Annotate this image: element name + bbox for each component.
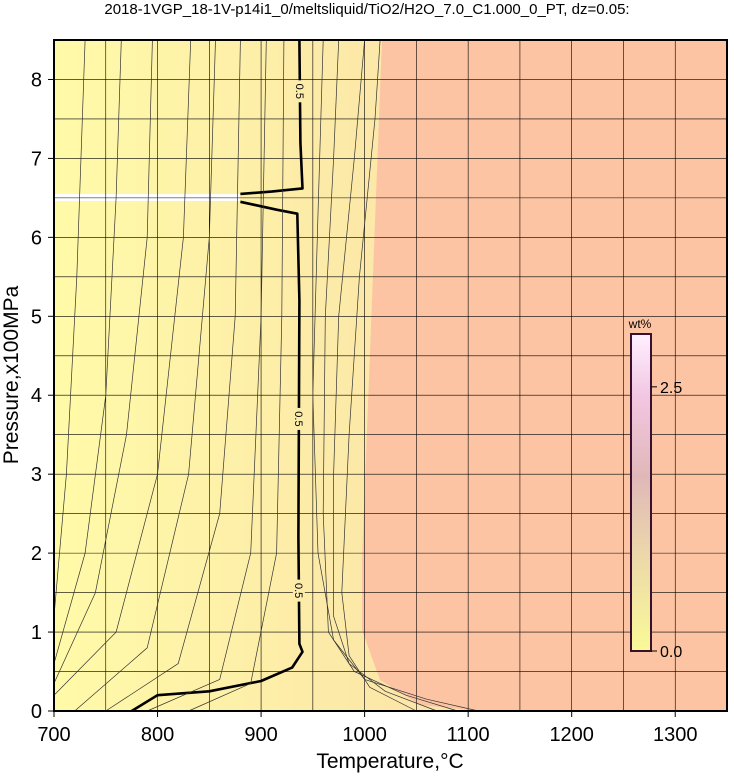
y-tick-label: 5 — [31, 306, 42, 328]
gap-band — [54, 194, 240, 201]
frame — [53, 39, 728, 712]
contour-line — [312, 39, 479, 712]
contour-label: 0.5 — [292, 583, 304, 598]
contour-line — [53, 39, 86, 617]
x-tick-label: 700 — [37, 724, 70, 746]
contour-label-bg — [292, 579, 305, 602]
y-tick-label: 1 — [31, 622, 42, 644]
y-tick-label: 6 — [31, 227, 42, 249]
contour-line — [147, 39, 267, 712]
y-tick-label: 0 — [31, 701, 42, 723]
x-axis-label: Temperature,°C — [316, 750, 463, 773]
contour-label: 0.5 — [292, 411, 304, 426]
contour-line — [188, 39, 285, 712]
contour-line — [341, 39, 417, 712]
colorbar: wt% 0.0 2.5 — [628, 317, 683, 661]
contour-line — [53, 39, 122, 664]
grid — [53, 40, 727, 712]
contours: 0.5 0.5 0.5 — [53, 39, 479, 713]
y-tick-label: 2 — [31, 543, 42, 565]
chart-title: 2018-1VGP_18-1V-p14i1_0/meltsliquid/TiO2… — [104, 1, 629, 18]
colorbar-label: wt% — [628, 317, 652, 331]
ticks: 700 800 900 1000 1100 1200 1300 0 1 2 3 4 5 6 7 8 — [31, 69, 698, 746]
y-tick-label: 4 — [31, 385, 42, 407]
contour-line — [131, 39, 304, 713]
y-tick-label: 7 — [31, 148, 42, 170]
y-tick-label: 8 — [31, 69, 42, 91]
y-tick-label: 3 — [31, 464, 42, 486]
y-axis-label: Pressure,x100MPa — [0, 285, 23, 464]
contour-label-bg — [293, 80, 306, 103]
contour-line — [105, 39, 241, 712]
contour-line — [333, 39, 438, 712]
colorbar-scale — [630, 333, 652, 652]
x-tick-label: 1200 — [549, 724, 594, 746]
contour-line — [53, 39, 192, 696]
x-tick-label: 1300 — [653, 724, 698, 746]
contour-label: 0.5 — [293, 84, 305, 99]
field-low — [54, 40, 480, 711]
contour-line — [53, 39, 153, 684]
contour-line — [322, 39, 458, 712]
colorbar-tick-label: 0.0 — [660, 644, 682, 661]
x-tick-label: 800 — [141, 724, 174, 746]
x-tick-label: 900 — [244, 724, 277, 746]
x-tick-label: 1100 — [447, 724, 490, 746]
contour-line — [74, 39, 216, 712]
colorbar-tick-label: 2.5 — [660, 380, 682, 397]
x-tick-label: 1000 — [342, 724, 387, 746]
contour-label-bg — [292, 407, 305, 430]
